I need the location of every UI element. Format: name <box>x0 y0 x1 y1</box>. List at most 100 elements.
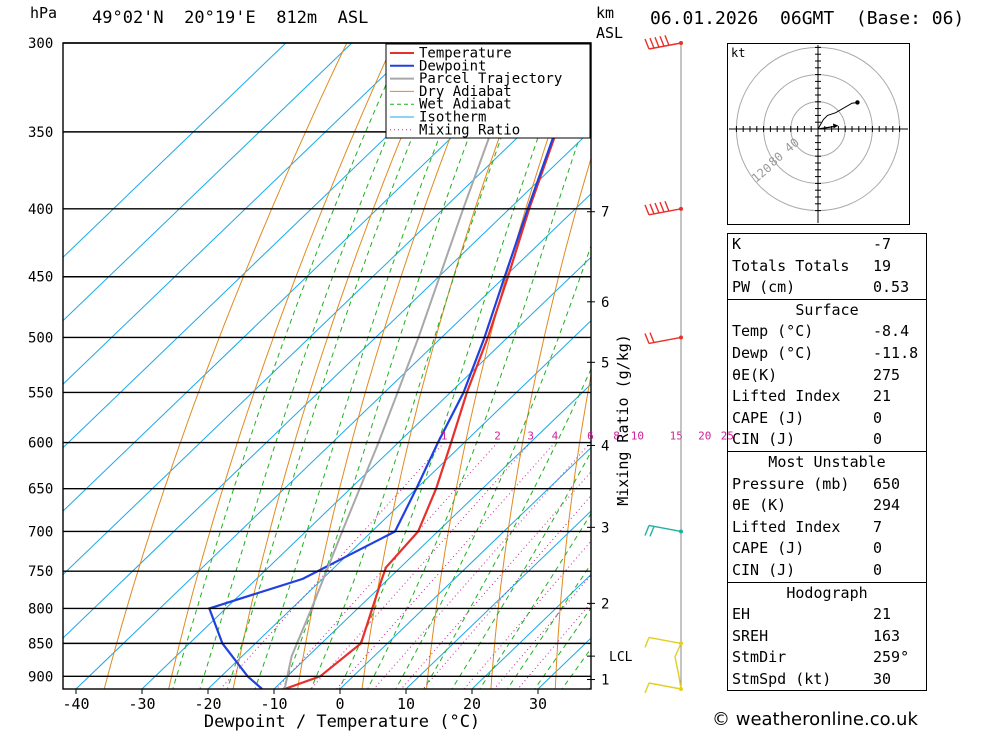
hodo-index-label: EH <box>732 605 751 624</box>
temperature-line <box>284 62 591 689</box>
surface-index-label: CAPE (J) <box>732 408 805 427</box>
wind-barb-feather <box>649 203 655 215</box>
km-tick-label: 1 <box>601 673 609 689</box>
mixing-ratio-line <box>422 494 591 689</box>
mixing-ratio-line <box>493 574 591 689</box>
surface-index-value: -8.4 <box>873 322 910 341</box>
surface-section: Surface Temp (°C) -8.4 Dewp (°C) -11.8 θE(K)… <box>728 298 926 451</box>
surface-index-value: 0 <box>873 430 883 449</box>
mixing-ratio-label: 3 <box>527 430 534 443</box>
wind-barb-feather <box>644 637 650 648</box>
copyright-notice: © weatheronline.co.uk <box>712 709 918 730</box>
mu-index-label: Pressure (mb) <box>732 474 850 493</box>
surface-section-title: Surface <box>795 300 859 319</box>
x-tick-label: 30 <box>529 695 547 713</box>
hodo-index-row: SREH 163 <box>728 626 926 648</box>
surface-index-label: θE(K) <box>732 365 778 384</box>
x-tick-label: 20 <box>463 695 481 713</box>
wind-barb-feather <box>649 526 655 537</box>
mixing-ratio-label: 2 <box>494 430 501 443</box>
pressure-tick-label: 350 <box>28 125 53 141</box>
wet-adiabat-line <box>395 244 591 689</box>
pressure-tick-label: 600 <box>28 436 53 452</box>
wind-barb-icon <box>644 524 682 537</box>
mu-index-value: 0 <box>873 560 883 579</box>
surface-index-label: Temp (°C) <box>732 322 814 341</box>
mu-index-label: θE (K) <box>732 496 787 515</box>
hodo-index-label: StmSpd (kt) <box>732 669 832 688</box>
hodograph-unit-label: kt <box>731 46 745 60</box>
wind-barb-feather <box>664 200 670 212</box>
wind-barb-shaft <box>648 42 682 50</box>
surface-index-row: CIN (J) 0 <box>728 429 926 451</box>
legend-entry: Temperature <box>419 46 512 62</box>
lcl-label: LCL <box>609 650 633 665</box>
wet-adiabat-line <box>199 43 428 689</box>
wet-adiabat-line <box>254 43 478 689</box>
dry-adiabat-line <box>103 43 348 689</box>
wind-barb-icon <box>644 35 682 50</box>
pressure-tick-label: 450 <box>28 270 53 286</box>
dry-adiabat-line <box>426 43 582 689</box>
mu-index-row: Lifted Index 7 <box>728 517 926 539</box>
hodo-index-value: 30 <box>873 669 892 688</box>
wet-adiabat-line <box>367 102 591 689</box>
dry-adiabat-line <box>361 43 535 689</box>
wet-adiabat-line <box>534 607 591 689</box>
surface-index-value: 0 <box>873 408 883 427</box>
isotherm-line <box>63 43 419 385</box>
mu-index-value: 0 <box>873 539 883 558</box>
km-tick-label: 7 <box>601 205 609 221</box>
wind-barb-icon <box>644 636 682 648</box>
isotherm-line <box>63 43 551 512</box>
pressure-tick-label: 700 <box>28 524 53 540</box>
mixing-ratio-label: 6 <box>587 430 594 443</box>
mu-index-value: 650 <box>873 474 901 493</box>
most-unstable-section-title: Most Unstable <box>768 452 886 471</box>
isotherm-line <box>207 320 591 689</box>
legend-entry: Dewpoint <box>419 58 486 74</box>
dry-adiabat-line <box>490 156 591 689</box>
index-label: PW (cm) <box>732 278 796 297</box>
x-tick-label: -20 <box>194 695 221 713</box>
hpa-axis-title: hPa <box>30 4 58 22</box>
isotherm-line <box>339 446 591 689</box>
mixing-ratio-line <box>400 470 591 689</box>
legend-entry: Parcel Trajectory <box>419 71 562 87</box>
km-tick-label: 5 <box>601 355 609 371</box>
index-value: 19 <box>873 256 892 275</box>
hodograph-section-title: Hodograph <box>786 583 868 602</box>
km-tick-label: 4 <box>601 438 609 454</box>
legend-entry: Isotherm <box>419 110 486 126</box>
wind-barb-shaft <box>648 336 682 345</box>
surface-index-row: Temp (°C) -8.4 <box>728 321 926 343</box>
parcel-trajectory-line <box>283 43 525 689</box>
mu-index-row: θE (K) 294 <box>728 495 926 517</box>
pressure-tick-label: 300 <box>28 36 53 52</box>
mu-index-row: CIN (J) 0 <box>728 560 926 582</box>
dry-adiabat-line <box>554 372 591 689</box>
hodo-index-label: SREH <box>732 626 769 645</box>
wind-barb-shaft <box>648 524 682 533</box>
mu-index-value: 294 <box>873 496 901 515</box>
plot-frame <box>62 42 592 690</box>
wind-barb-feather <box>654 202 660 214</box>
dry-adiabat-line <box>168 43 395 689</box>
surface-index-label: Lifted Index <box>732 387 841 406</box>
wind-barb-feather <box>659 36 665 47</box>
isotherm-line <box>63 43 353 322</box>
wind-barb-shaft <box>648 636 682 645</box>
pressure-tick-label: 400 <box>28 202 53 218</box>
mixing-ratio-line <box>310 442 531 689</box>
isotherm-line <box>63 66 591 576</box>
dry-adiabat-line <box>297 43 488 689</box>
surface-index-row: θE(K) 275 <box>728 365 926 387</box>
hodo-index-label: StmDir <box>732 648 787 667</box>
mu-index-value: 7 <box>873 517 883 536</box>
pressure-tick-label: 500 <box>28 330 53 346</box>
mu-index-row: CAPE (J) 0 <box>728 538 926 560</box>
dry-adiabat-line <box>977 43 1000 689</box>
wind-barb-feather <box>659 201 665 213</box>
